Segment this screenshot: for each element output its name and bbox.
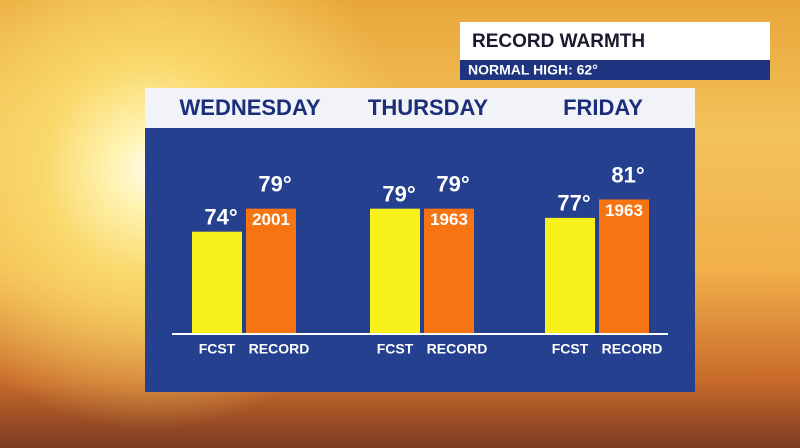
bar [424,208,474,333]
value-label: 74° [204,204,237,229]
bar [599,199,649,333]
value-label: 77° [557,191,590,216]
day-label: WEDNESDAY [180,95,321,120]
bar [370,208,420,333]
value-label: 81° [611,162,644,187]
value-label: 79° [382,181,415,206]
series-label: RECORD [427,341,488,357]
series-label: FCST [377,341,414,357]
record-year: 1963 [605,201,643,220]
chart-subtitle: NORMAL HIGH: 62° [468,62,598,78]
subtitle-box [460,60,770,80]
series-label: FCST [552,341,589,357]
bar [246,208,296,333]
title-box [460,22,770,60]
day-label: FRIDAY [563,95,643,120]
record-year: 1963 [430,210,468,229]
series-label: FCST [199,341,236,357]
bar [192,231,242,333]
value-label: 79° [436,171,469,196]
bar [545,217,595,333]
chart-title: RECORD WARMTH [472,31,645,52]
header-band [145,88,695,128]
record-year: 2001 [252,210,290,229]
value-label: 79° [258,171,291,196]
series-label: RECORD [249,341,310,357]
series-label: RECORD [602,341,663,357]
day-label: THURSDAY [368,95,489,120]
